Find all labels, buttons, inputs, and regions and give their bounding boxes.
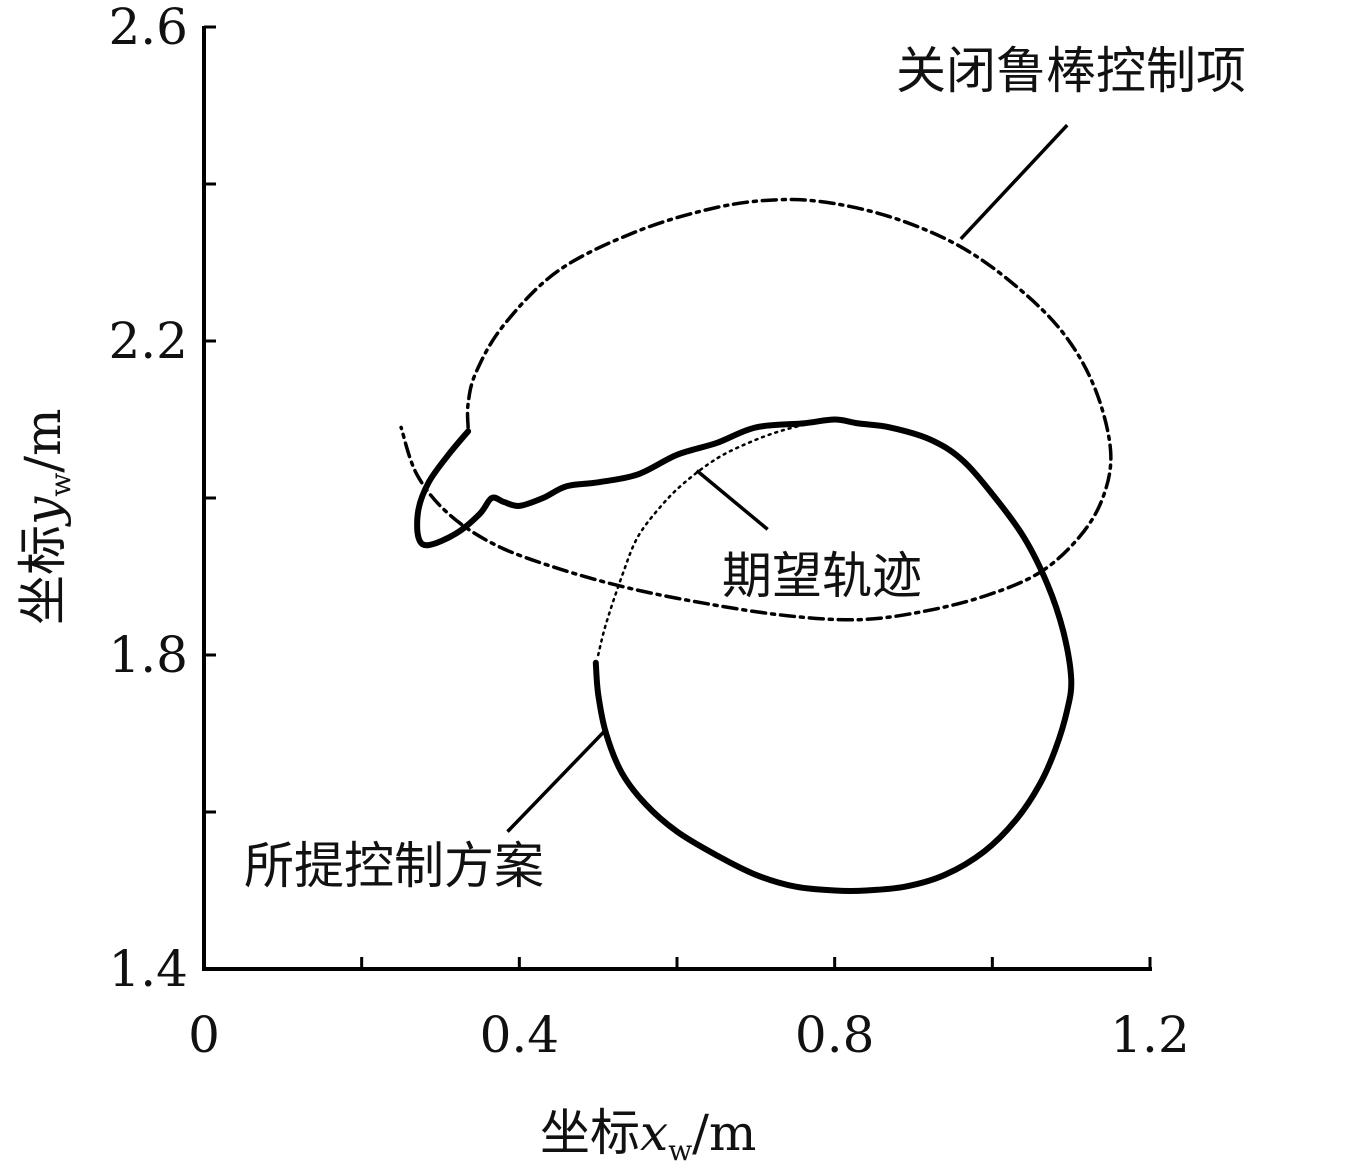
- x-axis-title-var: x: [640, 1104, 668, 1162]
- x-axis-title-unit: /m: [692, 1104, 756, 1162]
- annotation-leader-line: [695, 469, 769, 531]
- y-axis-title-unit: /m: [14, 409, 72, 473]
- x-tick-label: 1.2: [1110, 1006, 1190, 1064]
- x-tick-label: 0.4: [480, 1006, 560, 1064]
- y-tick-label: 1.4: [108, 940, 188, 998]
- y-axis-title: 坐标yw/m: [14, 409, 77, 625]
- x-axis-title-sub: w: [668, 1134, 692, 1163]
- annotation-leader-line: [506, 728, 608, 833]
- y-axis-title-var: y: [14, 496, 72, 527]
- leader-lines-layer: [506, 123, 1069, 833]
- x-axis-title-prefix: 坐标: [540, 1104, 640, 1162]
- series-solid-curve: [414, 416, 1075, 895]
- x-axis-title: 坐标xw/m: [540, 1104, 756, 1163]
- y-tick-label: 2.2: [108, 312, 188, 370]
- annotation-leader-line: [959, 123, 1069, 241]
- y-axis-title-sub: w: [44, 473, 77, 497]
- ticks-layer: 0 0.4 0.8 1.2 1.4 1.8 2.2 2.6: [108, 0, 1189, 1064]
- curves-layer: [399, 197, 1113, 895]
- annotation-label-robust-off: 关闭鲁棒控制项: [896, 42, 1246, 100]
- x-tick-label: 0: [188, 1006, 220, 1064]
- series-dashdot-curve: [399, 197, 1113, 622]
- y-axis-title-prefix: 坐标: [14, 525, 72, 625]
- x-tick-label: 0.8: [795, 1006, 875, 1064]
- annotation-label-proposed: 所提控制方案: [244, 837, 544, 895]
- y-tick-label: 1.8: [108, 626, 188, 684]
- y-tick-label: 2.6: [108, 0, 188, 56]
- series-dotted-curve: [596, 418, 836, 657]
- annotation-label-desired: 期望轨迹: [722, 547, 922, 605]
